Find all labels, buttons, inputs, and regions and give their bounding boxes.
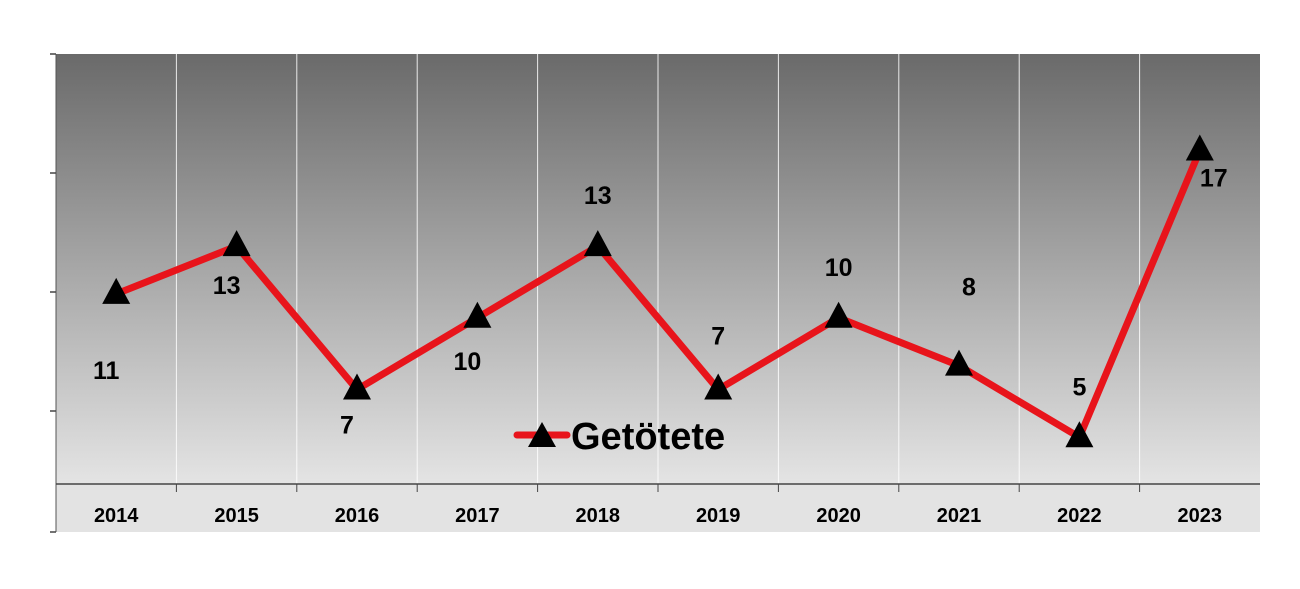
data-point-marker [1185, 134, 1214, 161]
data-label: 7 [711, 323, 725, 351]
data-label: 13 [584, 182, 612, 210]
legend-triangle-icon [528, 422, 556, 447]
gridlines [175, 54, 1141, 484]
legend-label: Getötete [571, 416, 725, 458]
data-label: 8 [962, 274, 976, 302]
category-label: 2016 [335, 505, 380, 527]
legend: Getötete [513, 416, 725, 458]
category-label: 2021 [937, 505, 982, 527]
data-label: 11 [93, 357, 120, 385]
category-label: 2022 [1057, 505, 1102, 527]
data-point-marker [945, 349, 973, 376]
category-label: 2019 [696, 505, 741, 527]
series-polyline [112, 147, 1204, 441]
data-point-marker [102, 277, 131, 304]
series-markers [102, 134, 1214, 448]
category-labels: 2014 2015 2016 2017 2018 2019 2020 2021 2022 2023 [94, 505, 1222, 527]
data-label: 13 [213, 272, 241, 300]
value-axis-ticks [50, 53, 56, 533]
data-point-marker [343, 373, 371, 400]
data-point-marker [824, 301, 853, 328]
data-label: 17 [1200, 165, 1228, 193]
data-point-marker [583, 230, 612, 257]
data-point-marker [1065, 421, 1094, 448]
data-point-marker [704, 373, 733, 400]
series-line [112, 147, 1204, 441]
data-point-marker [463, 301, 492, 328]
category-label: 2015 [214, 505, 259, 527]
category-label: 2017 [455, 505, 500, 527]
data-point-marker [222, 230, 251, 257]
category-label: 2018 [576, 505, 621, 527]
category-axis-ticks [175, 484, 1141, 492]
category-label: 2020 [816, 505, 861, 527]
data-label: 10 [453, 348, 481, 376]
data-labels: 11 13 7 10 13 7 10 8 5 17 [93, 165, 1228, 440]
data-label: 5 [1072, 373, 1086, 401]
data-label: 10 [825, 254, 853, 282]
category-label: 2014 [94, 505, 139, 527]
category-label: 2023 [1178, 505, 1223, 527]
data-label: 7 [340, 412, 354, 440]
